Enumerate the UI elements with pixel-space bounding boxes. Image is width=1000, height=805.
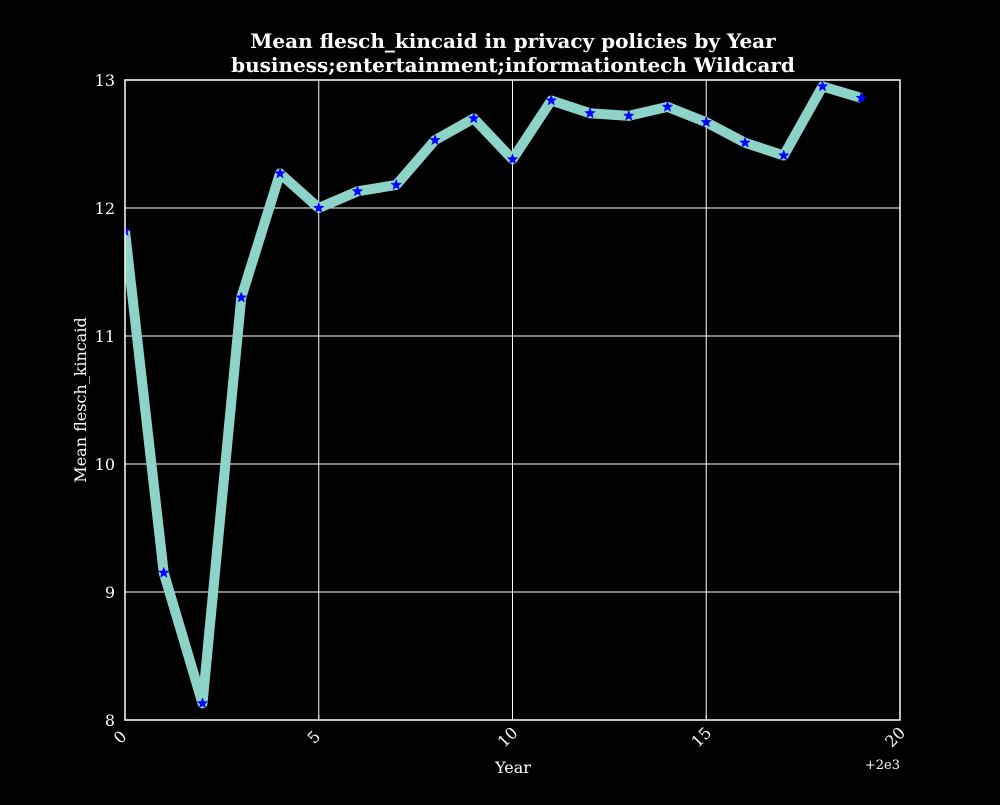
series-line [125,81,863,709]
data-point [855,91,868,103]
data-point [235,291,248,303]
y-axis-label: Mean flesch_kincaid [71,317,90,482]
data-point [506,153,519,165]
data-point [157,566,170,578]
x-axis-offset-label: +2e3 [865,758,900,773]
data-point [700,116,713,128]
data-point [429,133,441,146]
chart-subtitle: business;entertainment;informationtech W… [231,53,795,77]
x-axis-label: Year [494,758,531,777]
y-tick-label: 11 [95,327,115,346]
data-point [125,224,131,237]
y-tick-label: 13 [95,71,115,90]
series-group [125,80,868,709]
data-point [274,167,286,179]
data-point [545,94,558,106]
data-point [351,185,364,197]
data-point [777,149,790,161]
series-layer [125,80,868,709]
y-tick-label: 10 [95,455,115,474]
data-point [622,109,635,121]
data-point [816,80,829,92]
data-point [584,107,596,119]
axes-frame [124,79,901,721]
data-point [312,201,325,214]
y-tick-label: 8 [105,711,115,730]
data-point [661,100,674,112]
chart-title: Mean flesch_kincaid in privacy policies … [250,29,776,53]
y-tick-label: 9 [105,583,115,602]
data-point [196,697,209,709]
data-point [390,178,403,190]
data-point [739,136,751,148]
y-tick-label: 12 [95,199,115,218]
data-point [467,112,480,124]
